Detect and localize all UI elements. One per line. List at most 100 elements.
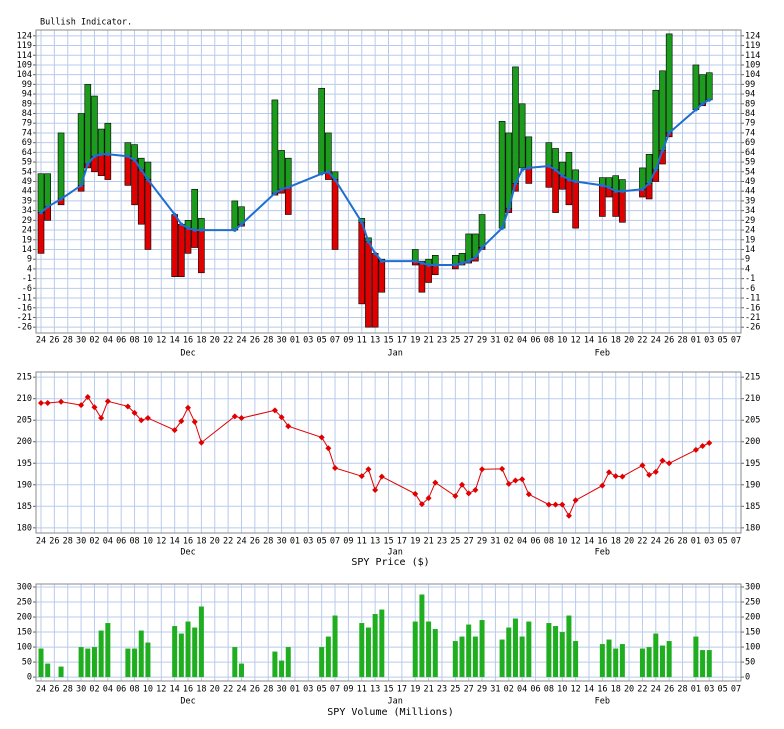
bullish-bar: [44, 173, 51, 208]
price-point: [358, 473, 365, 480]
x-tick-label: 04: [103, 537, 113, 547]
volume-bar: [706, 650, 712, 678]
price-point: [178, 418, 185, 425]
y-tick-label: 100: [17, 643, 32, 653]
x-tick-label: 04: [517, 685, 527, 695]
indicator-point: [279, 187, 284, 192]
y-tick-label: 205: [17, 416, 32, 426]
indicator-point: [85, 162, 90, 166]
y-tick-label: 24: [22, 226, 32, 236]
x-tick-label: 22: [637, 537, 647, 547]
x-tick-label: 01: [290, 537, 300, 547]
x-tick-label: 23: [437, 685, 447, 695]
indicator-point: [373, 251, 377, 256]
volume-bar: [606, 639, 612, 678]
volume-bar: [91, 647, 97, 678]
volume-bar: [359, 623, 365, 678]
x-tick-label: 20: [624, 336, 634, 346]
price-point: [231, 413, 238, 420]
x-tick-label: 07: [731, 537, 741, 547]
bullish-bar: [124, 142, 132, 157]
x-tick-label: 20: [210, 336, 220, 346]
indicator-point: [319, 171, 324, 176]
x-tick-label: 01: [691, 537, 701, 547]
price-point: [666, 460, 673, 467]
y-tick-label-right: 39: [745, 196, 755, 206]
price-point: [58, 398, 65, 405]
x-tick-label: 04: [517, 336, 527, 346]
y-tick-label-right: 4: [745, 264, 750, 274]
y-tick-label: 84: [22, 109, 32, 119]
volume-bar: [372, 614, 378, 678]
x-tick-label: 28: [63, 336, 73, 346]
price-point: [44, 399, 51, 406]
volume-bar: [426, 621, 432, 678]
y-tick-label-right: 54: [745, 167, 755, 177]
y-tick-label: 50: [22, 658, 32, 668]
y-tick-label-right: 74: [745, 128, 755, 138]
volume-bar: [639, 648, 645, 678]
indicator-point: [366, 239, 371, 244]
volume-bar: [198, 606, 204, 678]
x-tick-label: 23: [437, 537, 447, 547]
x-tick-label: 04: [103, 685, 113, 695]
y-tick-label-right: 210: [745, 394, 760, 404]
x-tick-label: 24: [36, 537, 46, 547]
y-tick-label-right: 94: [745, 90, 755, 100]
x-tick-label: 24: [36, 685, 46, 695]
x-tick-label: 05: [317, 685, 327, 695]
y-tick-label: 104: [17, 70, 32, 80]
y-tick-label: -26: [17, 323, 32, 333]
price-point: [378, 473, 385, 480]
indicator-point: [199, 228, 204, 232]
x-tick-label: 25: [450, 685, 460, 695]
indicator-point: [480, 245, 484, 250]
y-tick-label: 64: [22, 148, 32, 158]
month-label: Jan: [388, 349, 403, 359]
x-tick-label: 13: [370, 336, 380, 346]
y-tick-label: 109: [17, 60, 32, 70]
y-tick-label: 74: [22, 128, 32, 138]
x-tick-label: 09: [343, 537, 353, 547]
bearish-bar: [371, 253, 379, 328]
volume-bar: [38, 648, 44, 678]
bearish-bar: [552, 169, 559, 213]
x-tick-label: 12: [570, 685, 580, 695]
x-tick-label: 21: [423, 336, 433, 346]
indicator-point: [186, 226, 190, 230]
volume-bar: [659, 645, 665, 678]
indicator-point: [506, 206, 511, 211]
x-tick-label: 12: [156, 336, 166, 346]
x-tick-label: 30: [76, 685, 86, 695]
price-point: [238, 415, 245, 422]
price-point: [459, 481, 466, 488]
price-point: [98, 415, 105, 422]
volume-bar: [138, 630, 144, 678]
bullish-bar: [284, 157, 292, 188]
indicator-point: [126, 154, 130, 159]
x-tick-label: 22: [223, 685, 233, 695]
y-tick-label: 19: [22, 235, 32, 245]
volume-bar: [178, 633, 184, 678]
x-tick-label: 08: [544, 685, 554, 695]
x-tick-label: 09: [343, 685, 353, 695]
month-label: Dec: [180, 697, 195, 707]
y-tick-label-right: 19: [745, 235, 755, 245]
volume-bar: [365, 627, 371, 678]
y-tick-label-right: 99: [745, 80, 755, 90]
y-tick-label: 114: [17, 51, 32, 61]
x-tick-label: 19: [410, 537, 420, 547]
bearish-bar: [425, 264, 432, 283]
price-point: [104, 398, 111, 405]
volume-bar: [599, 644, 605, 678]
y-tick-label-right: 14: [745, 245, 755, 255]
indicator-point: [613, 189, 618, 194]
y-tick-label-right: 150: [745, 628, 760, 638]
price-point: [505, 480, 512, 487]
volume-bar: [432, 629, 438, 678]
volume-bar: [459, 636, 465, 678]
price-point: [552, 501, 559, 508]
indicator-point: [413, 259, 418, 263]
bullish-bar: [57, 132, 65, 200]
x-tick-label: 26: [664, 537, 674, 547]
